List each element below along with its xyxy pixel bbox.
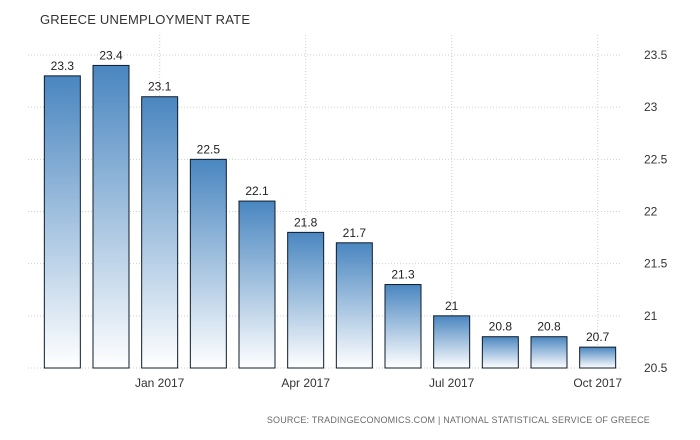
bar-6 <box>287 231 325 369</box>
x-axis-ticks: Jan 2017 Apr 2017 Jul 2017 Oct 2017 <box>135 376 622 390</box>
bar-value-label: 21.3 <box>391 268 415 282</box>
bar-value-label: 20.8 <box>537 320 561 334</box>
y-tick-label: 20.5 <box>644 361 668 375</box>
bar-7 <box>335 242 373 369</box>
bar-value-label: 23.4 <box>99 48 123 62</box>
y-tick-label: 21.5 <box>644 257 668 271</box>
bar-8 <box>384 284 422 369</box>
bar-value-label: 20.7 <box>586 330 610 344</box>
source-note: SOURCE: TRADINGECONOMICS.COM | NATIONAL … <box>266 415 650 425</box>
grid-lines <box>28 35 622 369</box>
y-axis-ticks: 23.5 23 22.5 22 21.5 21 20.5 <box>644 48 668 375</box>
bar-value-label: 21.8 <box>294 215 318 229</box>
bar-3 <box>141 96 179 369</box>
chart-title: GREECE UNEMPLOYMENT RATE <box>40 12 251 27</box>
bar-value-label: 23.1 <box>148 80 172 94</box>
bar-11 <box>530 336 568 369</box>
bar-5 <box>238 200 276 369</box>
bar-1 <box>43 75 81 369</box>
bar-value-label: 22.5 <box>197 142 221 156</box>
bar-10 <box>481 336 519 369</box>
bars <box>43 64 617 369</box>
y-tick-label: 21 <box>644 309 658 323</box>
x-tick-label: Oct 2017 <box>573 376 622 390</box>
bar-value-label: 22.1 <box>245 184 269 198</box>
bar-value-label: 20.8 <box>489 320 513 334</box>
y-tick-label: 23 <box>644 100 658 114</box>
x-tick-label: Jan 2017 <box>135 376 185 390</box>
y-tick-label: 23.5 <box>644 48 668 62</box>
y-tick-label: 22.5 <box>644 152 668 166</box>
bar-12 <box>579 346 617 369</box>
y-tick-label: 22 <box>644 205 658 219</box>
x-tick-label: Apr 2017 <box>281 376 330 390</box>
bar-value-label: 21 <box>445 299 459 313</box>
bar-4 <box>189 158 227 369</box>
bar-2 <box>92 64 130 369</box>
x-tick-label: Jul 2017 <box>429 376 475 390</box>
bar-value-labels: 23.3 23.4 23.1 22.5 22.1 21.8 21.7 21.3 21 20.8 20… <box>51 48 610 344</box>
bar-value-label: 23.3 <box>51 59 75 73</box>
bar-value-label: 21.7 <box>343 226 367 240</box>
bar-9 <box>433 315 471 369</box>
